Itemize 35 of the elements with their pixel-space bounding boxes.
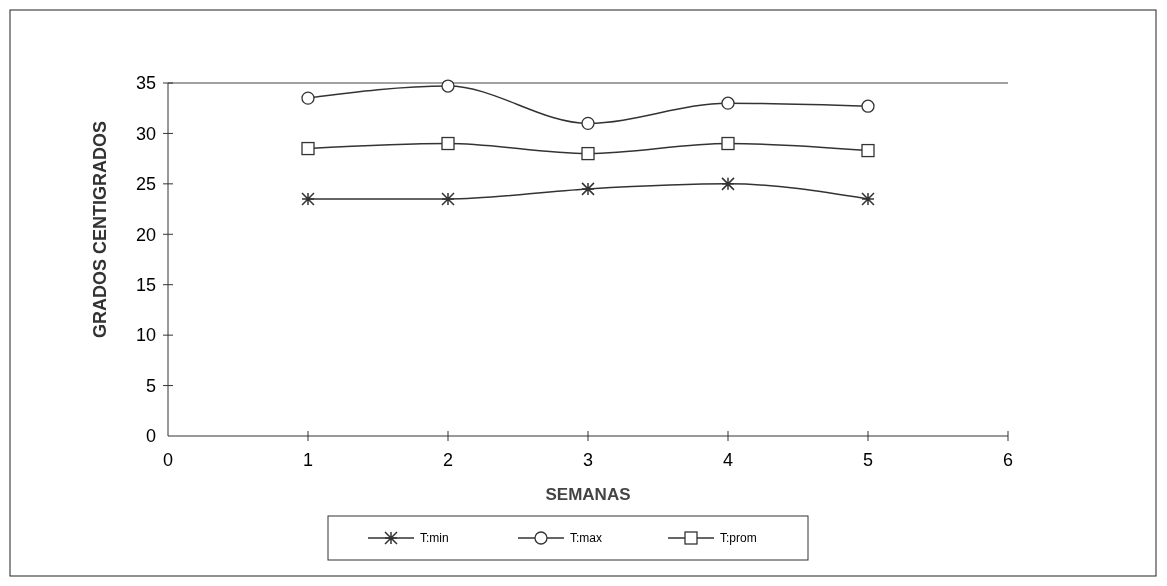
point <box>861 143 875 158</box>
y-tick-label: 10 <box>135 325 156 346</box>
legend-label: T:min <box>420 531 449 546</box>
point <box>581 182 595 196</box>
y-tick-label: 20 <box>135 224 156 245</box>
point <box>861 99 875 113</box>
y-tick-label: 35 <box>135 73 156 94</box>
x-tick-label: 4 <box>722 450 734 470</box>
point <box>301 141 315 156</box>
x-tick-label: 3 <box>582 450 594 470</box>
point <box>301 91 315 105</box>
y-tick-label: 30 <box>135 123 156 144</box>
point <box>581 146 595 161</box>
point <box>441 136 455 151</box>
x-tick-label: 6 <box>1002 450 1014 470</box>
y-tick-label: 0 <box>145 426 156 447</box>
point <box>861 192 875 206</box>
x-tick-label: 2 <box>442 450 454 470</box>
point <box>441 79 455 93</box>
y-tick-label: 25 <box>135 174 156 195</box>
y-axis-title: GRADOS CENTIGRADOS <box>90 120 110 339</box>
point <box>721 136 735 151</box>
legend-label: T:max <box>570 531 603 546</box>
point <box>721 177 735 191</box>
point <box>721 96 735 110</box>
y-tick-label: 15 <box>135 275 156 296</box>
x-tick-label: 5 <box>862 450 874 470</box>
point <box>441 192 455 206</box>
y-tick-label: 5 <box>145 375 156 396</box>
legend-label: T:prom <box>720 531 757 546</box>
point <box>301 192 315 206</box>
x-tick-label: 1 <box>302 450 314 470</box>
x-axis-title: SEMANAS <box>545 485 631 504</box>
point <box>581 116 595 130</box>
x-tick-label: 0 <box>162 450 174 470</box>
